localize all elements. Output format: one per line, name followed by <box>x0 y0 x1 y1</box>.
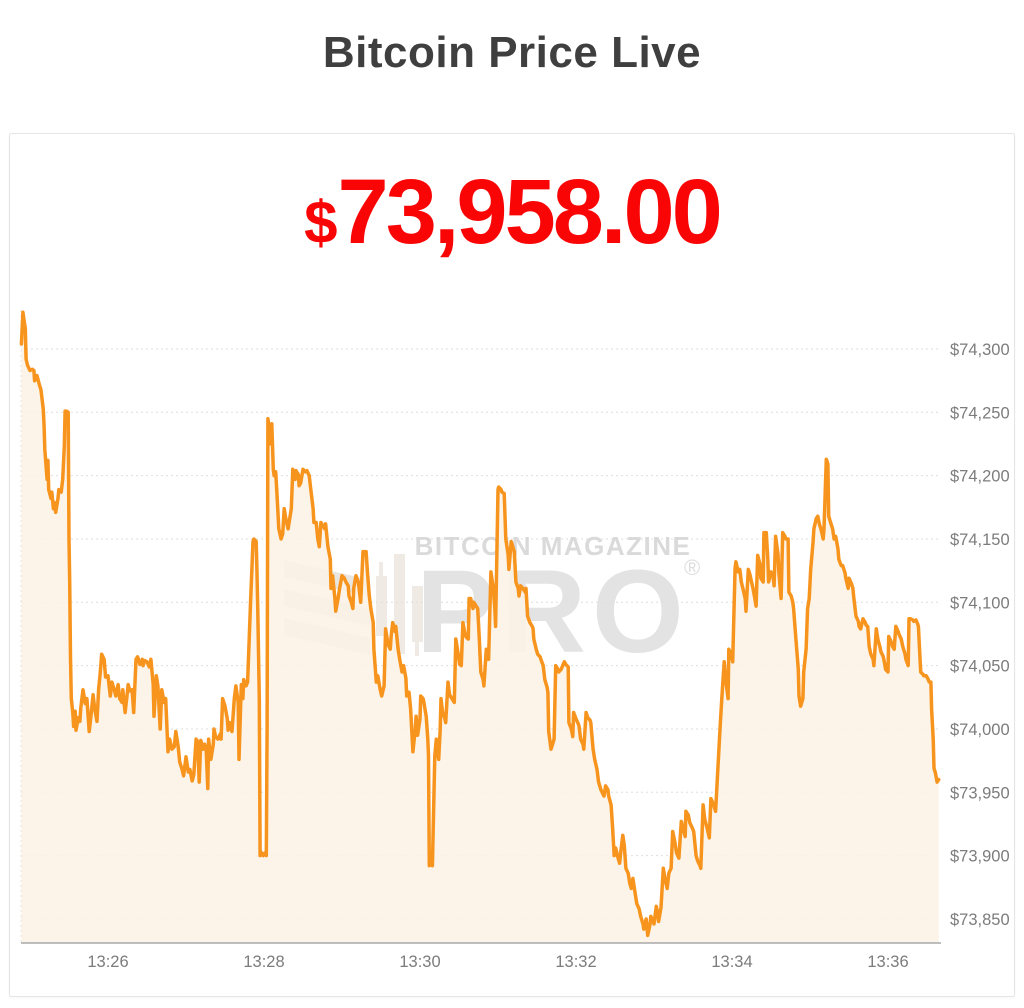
registered-trademark-icon: ® <box>684 555 700 580</box>
y-axis-label: $74,100 <box>950 594 1010 612</box>
y-axis-label: $73,950 <box>950 784 1010 802</box>
y-axis-label: $74,250 <box>950 404 1010 422</box>
live-price: $73,958.00 <box>10 166 1014 258</box>
price-line <box>19 310 941 938</box>
x-axis-label: 13:28 <box>243 953 284 971</box>
price-series <box>19 310 941 943</box>
price-value: 73,958.00 <box>337 161 723 263</box>
x-axis-label: 13:32 <box>555 953 596 971</box>
x-axis-label: 13:36 <box>867 953 908 971</box>
axis-labels: $74,300 $74,250 $74,200 $74,150 $74,100 $74,0… <box>87 341 1009 971</box>
price-area-fill <box>21 312 939 943</box>
y-axis-label: $73,900 <box>950 848 1010 866</box>
chart-area: BITCOIN MAGAZINE PRO ® $74,300 $74,250 $74… <box>12 292 1014 992</box>
price-widget-card: $73,958.00 <box>9 133 1015 997</box>
y-axis-label: $74,000 <box>950 721 1010 739</box>
x-axis-label: 13:30 <box>399 953 440 971</box>
y-axis-label: $74,050 <box>950 658 1010 676</box>
price-chart[interactable]: BITCOIN MAGAZINE PRO ® $74,300$74,250$74… <box>12 292 1014 992</box>
x-axis-label: 13:34 <box>711 953 752 971</box>
currency-symbol: $ <box>304 189 338 256</box>
y-axis-label: $74,200 <box>950 468 1010 486</box>
y-axis-label: $74,300 <box>950 341 1010 359</box>
y-axis-label: $73,850 <box>950 911 1010 929</box>
y-axis-label: $74,150 <box>950 531 1010 549</box>
watermark-text-line1: BITCOIN MAGAZINE <box>415 531 692 561</box>
page-title: Bitcoin Price Live <box>322 28 702 77</box>
x-axis-label: 13:26 <box>87 953 128 971</box>
